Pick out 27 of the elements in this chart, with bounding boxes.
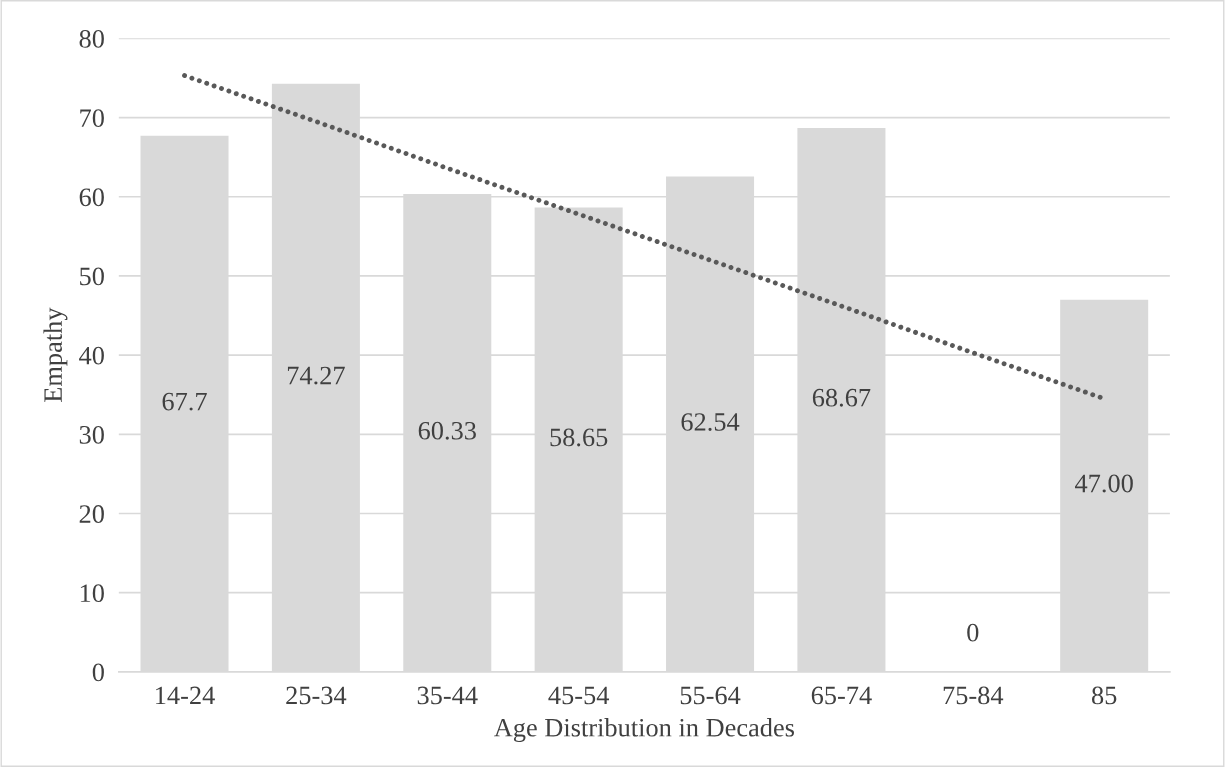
x-axis-title: Age Distribution in Decades: [494, 718, 794, 743]
y-tick-label: 60: [79, 188, 104, 207]
y-tick-label: 30: [79, 425, 104, 444]
y-tick-label: 70: [80, 109, 104, 127]
y-tick-label: 10: [80, 584, 104, 603]
data-label: 47.00: [1075, 474, 1133, 493]
y-tick-label: 0: [92, 663, 104, 682]
x-tick-label: 75-84: [943, 686, 1004, 705]
data-label: 60.33: [418, 421, 476, 440]
y-tick-label: 50: [80, 267, 104, 286]
data-label: 0: [967, 623, 979, 642]
data-label: 58.65: [550, 428, 608, 447]
data-label: 74.27: [287, 366, 345, 385]
x-tick-label: 45-54: [548, 686, 610, 705]
y-tick-label: 40: [79, 346, 104, 365]
data-label: 62.54: [681, 413, 740, 431]
x-tick-label: 14-24: [156, 686, 215, 705]
data-label: 68.67: [812, 388, 871, 407]
x-tick-label: 25-34: [286, 686, 347, 705]
data-label: 67.7: [162, 392, 207, 411]
x-tick-label: 85: [1092, 686, 1117, 705]
x-tick-label: 55-64: [680, 686, 741, 705]
x-tick-label: 65-74: [811, 686, 872, 705]
y-tick-label: 80: [79, 29, 104, 48]
x-tick-label: 35-44: [417, 686, 478, 705]
y-axis-title: Empathy: [43, 307, 68, 402]
y-tick-label: 20: [79, 505, 104, 523]
